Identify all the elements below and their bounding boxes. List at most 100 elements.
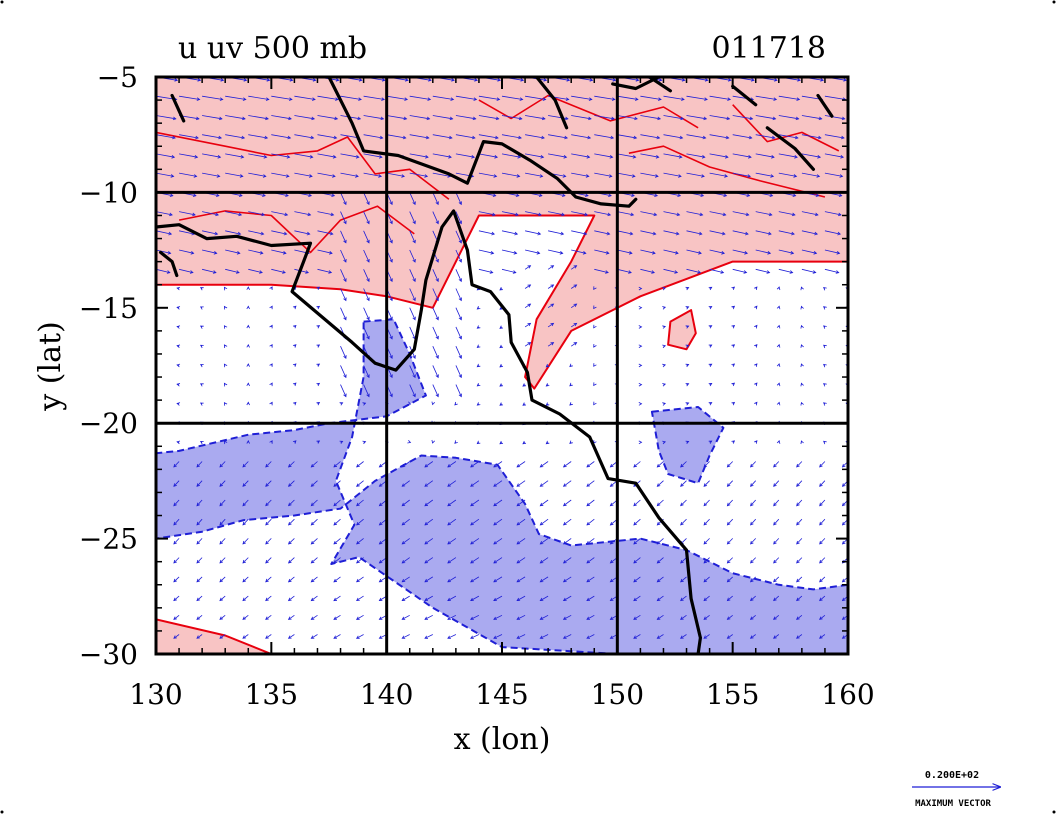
wind-vector <box>223 286 228 291</box>
wind-vector <box>823 440 827 445</box>
wind-vector <box>685 344 690 348</box>
wind-vector <box>271 115 292 121</box>
wind-vector <box>656 576 664 583</box>
wind-vector <box>225 115 246 121</box>
wind-vector <box>686 249 702 255</box>
wind-vector <box>524 342 532 347</box>
wind-vector <box>202 134 223 140</box>
wind-vector <box>407 401 412 405</box>
wind-vector <box>548 211 566 217</box>
wind-vector <box>248 249 264 255</box>
axis-ticks <box>155 76 849 655</box>
wind-vector <box>401 518 410 526</box>
wind-vector <box>225 95 247 101</box>
wind-vector <box>386 95 409 101</box>
wind-vector <box>310 461 318 468</box>
wind-vector <box>823 325 827 329</box>
wind-vector <box>356 499 364 507</box>
wind-vector <box>219 595 226 602</box>
wind-vector <box>662 306 667 310</box>
wind-vector <box>333 518 341 526</box>
wind-vector <box>663 230 680 236</box>
wind-vector <box>409 269 416 283</box>
wind-vector <box>569 382 573 387</box>
wind-vector <box>409 326 416 340</box>
wind-vector <box>499 287 504 291</box>
wind-vector <box>732 211 750 217</box>
x-tick-label: 140 <box>360 678 413 711</box>
wind-vector <box>801 115 823 121</box>
wind-vector <box>202 115 223 121</box>
wind-vector <box>562 595 572 602</box>
wind-vector <box>686 115 708 121</box>
wind-vector <box>749 634 756 639</box>
wind-vector <box>432 288 439 302</box>
wind-vector <box>248 230 265 236</box>
wind-vector <box>732 249 748 255</box>
wind-vector <box>801 211 819 217</box>
wind-vector <box>773 499 780 507</box>
wind-vector <box>638 440 643 445</box>
wind-vector <box>317 115 339 121</box>
wind-vector <box>409 172 429 178</box>
wind-vector <box>656 480 664 487</box>
wind-vector <box>447 538 457 545</box>
wind-vector <box>524 284 532 289</box>
wind-vector <box>749 614 756 620</box>
wind-vector <box>773 538 780 545</box>
wind-vector <box>173 557 180 564</box>
wind-vector <box>401 614 410 620</box>
wind-vector <box>493 634 503 639</box>
wind-vector <box>499 325 504 329</box>
wind-vector <box>823 363 827 368</box>
contour-fills <box>156 77 848 654</box>
wind-vector <box>363 249 370 263</box>
wind-vector <box>248 134 269 140</box>
wind-vector <box>548 230 565 236</box>
wind-vector <box>340 172 359 178</box>
wind-vector <box>176 286 181 291</box>
wind-vector <box>571 95 593 101</box>
coastlines <box>156 77 834 654</box>
wind-vector <box>824 268 840 274</box>
wind-vector <box>819 461 826 468</box>
wind-vector <box>493 557 503 564</box>
wind-vector <box>432 211 439 225</box>
wind-vector <box>732 268 748 274</box>
wind-vector <box>340 288 347 302</box>
wind-vector <box>316 286 321 290</box>
wind-vector <box>470 557 480 564</box>
wind-vector <box>246 382 250 387</box>
wind-vector <box>225 134 246 140</box>
wind-vector <box>179 172 198 178</box>
wind-vector <box>824 249 841 255</box>
wind-vector <box>287 614 295 620</box>
wind-vector <box>246 305 250 310</box>
wind-vector <box>501 172 521 178</box>
wind-vector <box>501 230 519 236</box>
wind-vector <box>156 153 176 159</box>
wind-vector <box>409 153 429 159</box>
wind-vector <box>478 115 500 121</box>
wind-vector <box>545 363 550 368</box>
wind-vector <box>755 230 772 236</box>
wind-vector <box>292 324 297 329</box>
wind-vector <box>525 134 545 140</box>
wind-vector <box>731 382 736 387</box>
wind-vector <box>823 306 827 310</box>
wind-vector <box>776 305 781 310</box>
wind-vector <box>424 461 434 468</box>
wind-vector <box>801 268 817 274</box>
wind-vector <box>633 518 641 526</box>
wind-vector <box>294 115 316 121</box>
coastline-1 <box>327 77 638 208</box>
wind-vector <box>796 614 803 620</box>
wind-vector <box>778 134 799 140</box>
wind-vector <box>656 499 664 507</box>
wind-vector <box>447 595 457 601</box>
wind-vector <box>656 614 664 620</box>
wind-vector <box>800 324 804 329</box>
wind-vector <box>571 115 592 121</box>
wind-vector <box>570 284 578 289</box>
wind-vector <box>571 134 592 140</box>
